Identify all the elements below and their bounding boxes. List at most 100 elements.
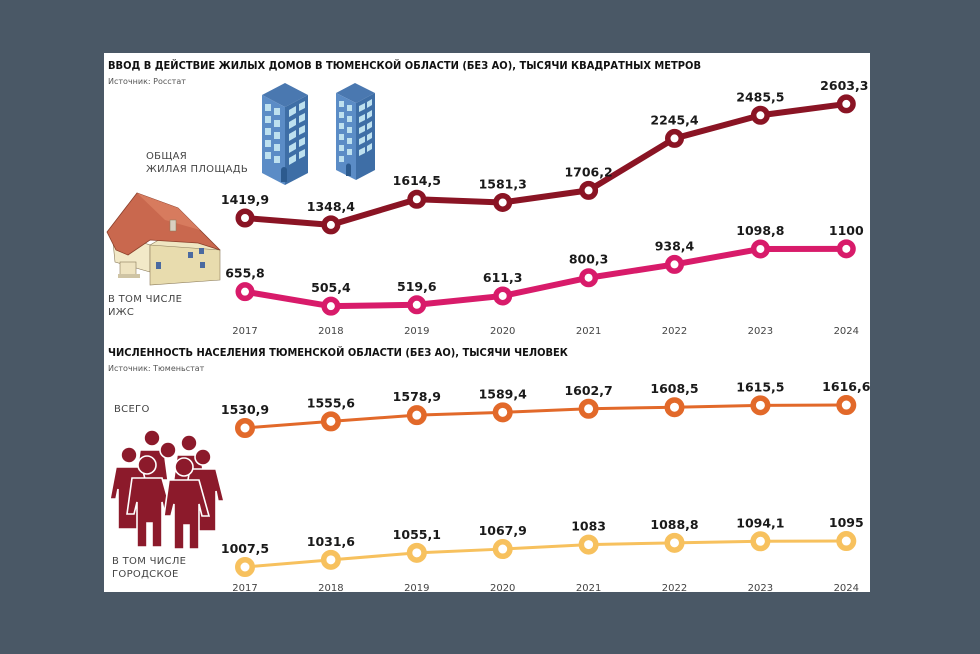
data-label: 655,8 xyxy=(225,266,265,281)
x-tick-label: 2021 xyxy=(576,583,601,594)
data-label: 938,4 xyxy=(655,238,695,253)
population-sub-label-line1: В ТОМ ЧИСЛЕ xyxy=(112,556,186,567)
data-label: 1578,9 xyxy=(393,389,441,404)
housing-line-chart: 1419,9 1348,4 1614,5 1581,3 1706,2 2245,4 2485… xyxy=(221,78,868,316)
people-group-icon xyxy=(109,429,226,550)
data-point-marker xyxy=(321,215,341,235)
data-label: 1706,2 xyxy=(564,164,612,179)
data-label: 1419,9 xyxy=(221,192,269,207)
population-sub-label-line2: ГОРОДСКОЕ xyxy=(112,569,179,580)
data-label: 2485,5 xyxy=(736,89,784,104)
data-label: 519,6 xyxy=(397,279,437,294)
population-chart-source: Источник: Тюменьстат xyxy=(108,364,205,373)
housing-chart-title: ВВОД В ДЕЙСТВИЕ ЖИЛЫХ ДОМОВ В ТЮМЕНСКОЙ … xyxy=(108,59,701,72)
data-point-marker xyxy=(407,189,427,209)
infographic-panel xyxy=(104,53,870,592)
series-line xyxy=(244,245,847,310)
data-label: 2245,4 xyxy=(650,112,699,127)
x-tick-label: 2024 xyxy=(834,326,859,337)
data-point-marker xyxy=(664,532,685,553)
x-tick-label: 2019 xyxy=(404,583,429,594)
housing-x-axis-ticks: 2017 2018 2019 2020 2021 2022 2023 2024 xyxy=(232,326,859,337)
data-label: 1616,6 xyxy=(822,379,871,394)
housing-total-label-line1: ОБЩАЯ xyxy=(146,151,187,162)
data-point-marker xyxy=(320,549,341,570)
housing-chart-source: Источник: Росстат xyxy=(108,77,186,86)
data-point-marker xyxy=(321,296,341,316)
data-label: 1088,8 xyxy=(650,517,698,532)
x-tick-label: 2017 xyxy=(232,583,257,594)
series-1-1: 1007,5 1031,6 1055,1 1067,9 1083 1088,8 1094,1… xyxy=(221,515,864,577)
data-point-marker xyxy=(407,295,427,315)
data-label: 1589,4 xyxy=(479,386,528,401)
data-label: 1098,8 xyxy=(736,223,784,238)
data-label: 1055,1 xyxy=(393,527,441,542)
x-tick-label: 2021 xyxy=(576,326,601,337)
x-tick-label: 2017 xyxy=(232,326,257,337)
data-point-marker xyxy=(579,268,599,288)
data-point-marker xyxy=(406,405,427,426)
data-point-marker xyxy=(665,254,684,274)
x-tick-label: 2019 xyxy=(404,326,429,337)
data-point-marker xyxy=(492,539,513,560)
x-tick-label: 2020 xyxy=(490,326,515,337)
data-point-marker xyxy=(235,557,255,577)
x-tick-label: 2022 xyxy=(662,583,687,594)
data-point-marker xyxy=(235,418,255,438)
data-label: 1095 xyxy=(829,515,864,530)
data-point-marker xyxy=(578,534,599,555)
x-tick-label: 2022 xyxy=(662,326,687,337)
data-label: 1007,5 xyxy=(221,541,269,556)
apartment-buildings-icon xyxy=(262,83,375,185)
x-tick-label: 2023 xyxy=(748,326,773,337)
data-label: 800,3 xyxy=(569,252,609,267)
data-point-marker xyxy=(836,94,856,114)
series-0-0: 1419,9 1348,4 1614,5 1581,3 1706,2 2245,4 2485… xyxy=(221,78,868,235)
data-point-marker xyxy=(750,395,771,416)
data-label: 1083 xyxy=(571,519,606,534)
data-label: 1615,5 xyxy=(736,379,784,394)
data-label: 1067,9 xyxy=(479,523,527,538)
private-house-icon xyxy=(106,192,221,286)
population-total-label: ВСЕГО xyxy=(114,404,150,415)
data-point-marker xyxy=(235,208,255,228)
data-label: 1348,4 xyxy=(307,199,356,214)
data-point-marker xyxy=(493,286,513,306)
housing-sub-label-line1: В ТОМ ЧИСЛЕ xyxy=(108,294,182,305)
data-point-marker xyxy=(836,239,856,259)
series-line xyxy=(244,539,847,569)
data-label: 1555,6 xyxy=(307,395,356,410)
data-label: 611,3 xyxy=(483,270,523,285)
series-0-1: 655,8 505,4 519,6 611,3 800,3 938,4 1098,8 1100 xyxy=(225,223,864,316)
data-point-marker xyxy=(664,397,685,418)
data-label: 1530,9 xyxy=(221,402,269,417)
data-label: 505,4 xyxy=(311,280,351,295)
population-x-axis-ticks: 2017 2018 2019 2020 2021 2022 2023 2024 xyxy=(232,583,859,594)
data-point-marker xyxy=(750,239,770,259)
data-label: 1614,5 xyxy=(393,173,441,188)
x-tick-label: 2020 xyxy=(490,583,515,594)
data-point-marker xyxy=(492,402,513,423)
population-chart-title: ЧИСЛЕННОСТЬ НАСЕЛЕНИЯ ТЮМЕНСКОЙ ОБЛАСТИ … xyxy=(108,346,568,359)
data-label: 1581,3 xyxy=(479,176,527,191)
data-point-marker xyxy=(406,542,427,563)
data-point-marker xyxy=(235,282,255,302)
x-tick-label: 2023 xyxy=(748,583,773,594)
data-point-marker xyxy=(320,411,341,432)
data-point-marker xyxy=(836,395,857,416)
x-tick-label: 2024 xyxy=(834,583,859,594)
data-point-marker xyxy=(836,531,857,552)
data-point-marker xyxy=(579,180,599,200)
data-label: 1031,6 xyxy=(307,534,356,549)
housing-sub-label-line2: ИЖС xyxy=(108,307,134,318)
series-line xyxy=(244,403,847,430)
x-tick-label: 2018 xyxy=(318,583,343,594)
series-line xyxy=(244,100,847,228)
data-label: 2603,3 xyxy=(820,78,868,93)
data-point-marker xyxy=(493,192,513,212)
housing-total-label-line2: ЖИЛАЯ ПЛОЩАДЬ xyxy=(146,164,248,175)
data-point-marker xyxy=(750,531,771,552)
data-point-marker xyxy=(665,128,684,148)
series-1-0: 1530,9 1555,6 1578,9 1589,4 1602,7 1608,5 1615… xyxy=(221,379,871,438)
